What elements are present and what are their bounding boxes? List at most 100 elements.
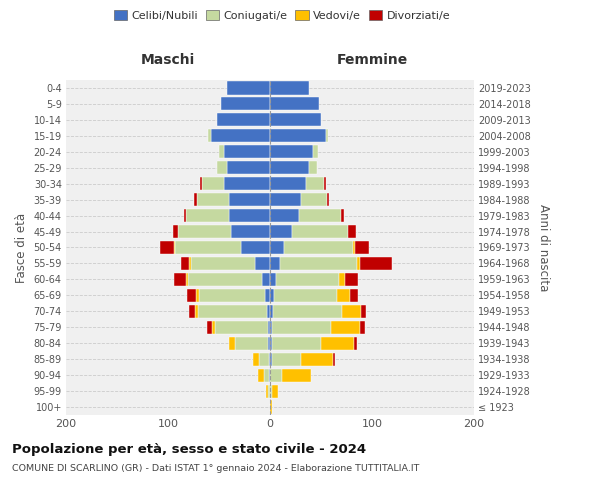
Bar <box>193 193 197 206</box>
Bar <box>211 130 270 142</box>
Bar <box>184 209 187 222</box>
Bar <box>306 177 324 190</box>
Bar <box>190 305 194 318</box>
Bar <box>282 368 311 382</box>
Bar <box>270 114 321 126</box>
Bar <box>178 225 231 238</box>
Bar <box>270 193 301 206</box>
Bar <box>174 241 175 254</box>
Bar <box>270 400 272 413</box>
Bar <box>270 384 272 398</box>
Bar <box>346 273 358 286</box>
Bar <box>188 273 262 286</box>
Bar <box>270 273 276 286</box>
Bar <box>207 320 212 334</box>
Bar <box>324 177 326 190</box>
Bar <box>187 273 188 286</box>
Bar <box>270 305 273 318</box>
Bar <box>258 368 264 382</box>
Bar <box>331 320 360 334</box>
Bar <box>241 241 270 254</box>
Bar <box>224 145 270 158</box>
Bar <box>254 257 270 270</box>
Bar <box>356 257 360 270</box>
Bar <box>227 161 270 174</box>
Bar <box>175 241 241 254</box>
Bar <box>268 336 270 350</box>
Text: Femmine: Femmine <box>337 54 407 68</box>
Bar <box>227 82 270 94</box>
Bar <box>327 193 329 206</box>
Bar <box>219 145 224 158</box>
Bar <box>265 289 270 302</box>
Bar <box>361 305 366 318</box>
Bar <box>292 225 347 238</box>
Bar <box>360 257 392 270</box>
Bar <box>231 225 270 238</box>
Bar <box>321 336 353 350</box>
Bar <box>270 225 292 238</box>
Bar <box>333 352 335 366</box>
Bar <box>270 82 309 94</box>
Bar <box>273 305 343 318</box>
Bar <box>269 368 270 382</box>
Bar <box>301 352 333 366</box>
Bar <box>341 209 344 222</box>
Bar <box>326 130 328 142</box>
Bar <box>284 241 353 254</box>
Bar <box>274 289 337 302</box>
Bar <box>191 257 254 270</box>
Bar <box>259 352 269 366</box>
Bar <box>353 336 356 350</box>
Bar <box>270 161 309 174</box>
Bar <box>360 320 365 334</box>
Bar <box>268 384 270 398</box>
Bar <box>196 289 199 302</box>
Text: Popolazione per età, sesso e stato civile - 2024: Popolazione per età, sesso e stato civil… <box>12 442 366 456</box>
Bar <box>272 336 321 350</box>
Bar <box>270 145 313 158</box>
Bar <box>270 368 282 382</box>
Bar <box>272 320 331 334</box>
Bar <box>197 193 229 206</box>
Bar <box>190 257 191 270</box>
Bar <box>173 225 178 238</box>
Bar <box>270 352 272 366</box>
Bar <box>208 130 211 142</box>
Bar <box>270 320 272 334</box>
Bar <box>197 305 267 318</box>
Bar <box>270 130 326 142</box>
Text: COMUNE DI SCARLINO (GR) - Dati ISTAT 1° gennaio 2024 - Elaborazione TUTTITALIA.I: COMUNE DI SCARLINO (GR) - Dati ISTAT 1° … <box>12 464 419 473</box>
Bar <box>337 289 350 302</box>
Bar <box>215 320 268 334</box>
Bar <box>270 98 319 110</box>
Bar <box>272 384 278 398</box>
Bar <box>269 352 270 366</box>
Bar <box>353 241 355 254</box>
Bar <box>187 209 229 222</box>
Bar <box>267 305 270 318</box>
Bar <box>355 241 369 254</box>
Bar <box>200 177 202 190</box>
Bar <box>272 352 301 366</box>
Legend: Celibi/Nubili, Coniugati/e, Vedovi/e, Divorziati/e: Celibi/Nubili, Coniugati/e, Vedovi/e, Di… <box>112 8 452 24</box>
Bar <box>276 273 340 286</box>
Bar <box>270 289 274 302</box>
Y-axis label: Anni di nascita: Anni di nascita <box>538 204 550 291</box>
Bar <box>299 209 341 222</box>
Bar <box>347 225 356 238</box>
Bar <box>235 336 268 350</box>
Bar <box>174 273 187 286</box>
Bar <box>268 320 270 334</box>
Bar <box>270 336 272 350</box>
Y-axis label: Fasce di età: Fasce di età <box>15 212 28 282</box>
Bar <box>253 352 259 366</box>
Bar <box>309 161 317 174</box>
Bar <box>217 114 270 126</box>
Bar <box>350 289 358 302</box>
Bar <box>229 336 235 350</box>
Bar <box>187 289 196 302</box>
Text: Maschi: Maschi <box>141 54 195 68</box>
Bar <box>221 98 270 110</box>
Bar <box>229 209 270 222</box>
